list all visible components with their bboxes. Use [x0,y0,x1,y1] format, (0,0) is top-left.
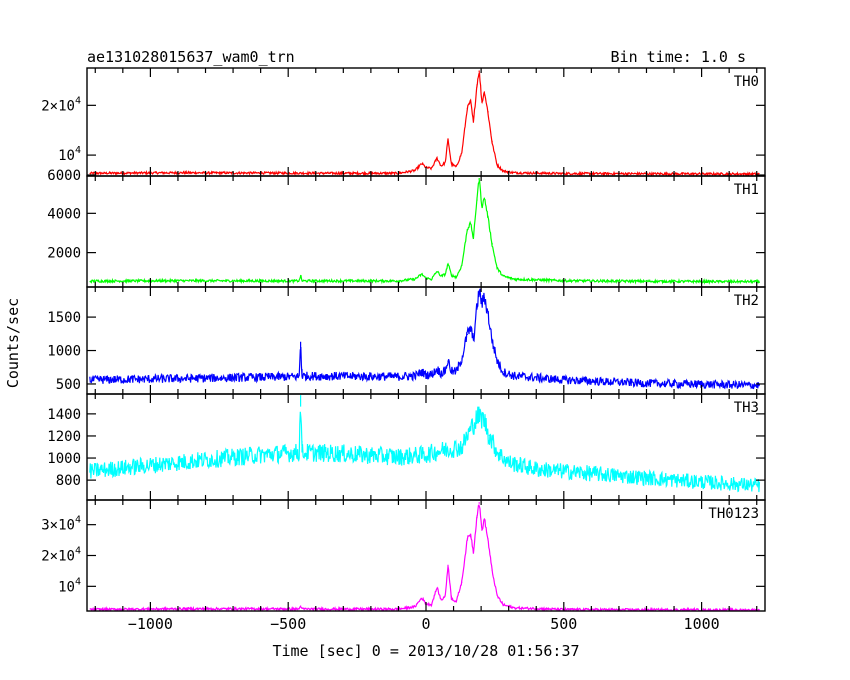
chart-title: ae131028015637_wam0_trn [87,48,295,66]
x-tick-label: −1000 [128,615,173,633]
y-tick-label: 4000 [47,206,81,222]
panel-frame [86,175,766,288]
panel-label: TH0 [734,74,759,90]
y-tick-label: 3×104 [41,515,81,534]
panel-th0123: TH0123 104 2×104 3×104 [41,499,766,612]
panel-label: TH0123 [708,506,759,522]
panel-th2: TH2 500 1000 1500 [47,286,766,395]
series-line-th0 [89,70,760,176]
panel-th3: TH3 800 1000 1200 1400 [47,393,766,501]
x-tick-label: 500 [550,615,577,633]
series-line-th2 [89,288,761,390]
y-tick-label: 104 [58,145,81,164]
y-tick-label: 500 [56,377,81,393]
series-line-th3 [89,395,761,493]
panel-frame [86,67,766,177]
y-tick-label: 6000 [47,168,81,184]
y-tick-label: 2000 [47,246,81,262]
y-tick-label: 104 [58,576,81,595]
y-tick-label: 1400 [47,407,81,423]
x-tick-label: −500 [270,615,306,633]
panel-label: TH2 [734,293,759,309]
panel-th0: TH0 6000 104 2×104 [41,67,766,184]
chart-subtitle: Bin time: 1.0 s [611,48,746,66]
y-tick-label: 1200 [47,429,81,445]
x-axis-label: Time [sec] 0 = 2013/10/28 01:56:37 [272,642,579,660]
y-tick-label: 2×104 [41,546,81,565]
y-tick-label: 800 [56,473,81,489]
y-tick-label: 1500 [47,310,81,326]
panel-th1: TH1 2000 4000 [47,175,766,288]
x-tick-label: 1000 [684,615,720,633]
y-tick-label: 2×104 [41,95,81,114]
y-tick-label: 1000 [47,344,81,360]
panel-label: TH3 [734,400,759,416]
series-line-th1 [89,178,761,285]
panel-label: TH1 [734,182,759,198]
x-tick-label: 0 [421,615,430,633]
series-line-th0123 [89,502,760,611]
panel-frame [86,499,766,612]
y-axis-label: Counts/sec [4,298,22,388]
y-tick-label: 1000 [47,451,81,467]
panels-group: TH0 6000 104 2×104 TH1 2000 4000 TH2 500 1000 1500… [41,67,766,633]
